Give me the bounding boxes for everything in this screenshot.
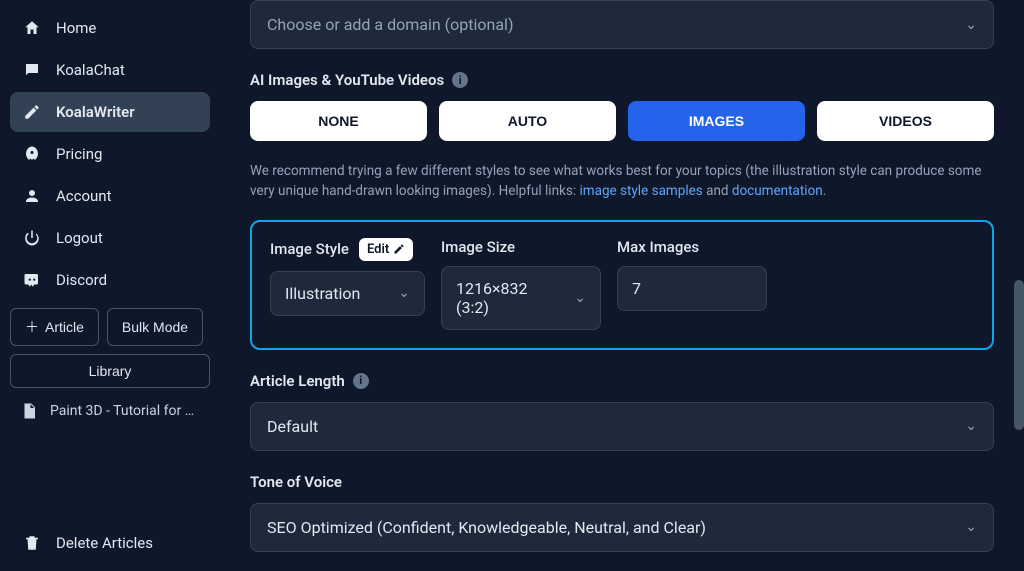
media-option-videos[interactable]: VIDEOS	[817, 101, 994, 141]
sidebar: Home KoalaChat KoalaWriter Pricing Accou…	[0, 0, 220, 571]
media-option-none[interactable]: NONE	[250, 101, 427, 141]
article-length-label-row: Article Length i	[250, 372, 994, 390]
pencil-icon	[393, 243, 405, 255]
image-style-select[interactable]: Illustration ⌄	[270, 271, 425, 316]
library-button[interactable]: Library	[10, 354, 210, 388]
nav-koalachat[interactable]: KoalaChat	[10, 50, 210, 90]
max-images-input[interactable]: 7	[617, 266, 767, 311]
max-images-label: Max Images	[617, 238, 699, 256]
article-length-value: Default	[267, 417, 318, 436]
nav-koalawriter[interactable]: KoalaWriter	[10, 92, 210, 132]
sidebar-button-group: ＋ Article Bulk Mode	[10, 308, 210, 346]
link-image-style-samples[interactable]: image style samples	[579, 183, 702, 199]
domain-select[interactable]: Choose or add a domain (optional) ⌄	[250, 0, 994, 49]
chevron-down-icon: ⌄	[965, 418, 977, 434]
new-article-button[interactable]: ＋ Article	[10, 308, 99, 346]
document-icon	[20, 402, 38, 420]
media-option-auto[interactable]: AUTO	[439, 101, 616, 141]
article-length-label: Article Length	[250, 372, 345, 390]
edit-style-button[interactable]: Edit	[359, 238, 413, 261]
nav-pricing[interactable]: Pricing	[10, 134, 210, 174]
chevron-down-icon: ⌄	[398, 285, 410, 301]
nav-label: Logout	[56, 229, 103, 247]
image-options-panel: Image Style Edit Illustration ⌄ Image Si…	[250, 220, 994, 350]
article-length-select[interactable]: Default ⌄	[250, 402, 994, 451]
user-icon	[22, 186, 42, 206]
discord-icon	[22, 270, 42, 290]
trash-icon	[22, 533, 42, 553]
media-heading: AI Images & YouTube Videos	[250, 71, 444, 89]
tone-select[interactable]: SEO Optimized (Confident, Knowledgeable,…	[250, 503, 994, 552]
btn-label: Library	[89, 363, 132, 379]
image-style-label: Image Style	[270, 240, 349, 258]
delete-articles-button[interactable]: Delete Articles	[10, 523, 210, 563]
chevron-down-icon: ⌄	[574, 290, 586, 306]
chat-icon	[22, 60, 42, 80]
scrollbar-thumb[interactable]	[1014, 280, 1024, 430]
recent-doc-label: Paint 3D - Tutorial for Be…	[50, 403, 200, 419]
bulk-mode-button[interactable]: Bulk Mode	[107, 308, 203, 346]
max-images-value: 7	[632, 279, 641, 298]
nav-home[interactable]: Home	[10, 8, 210, 48]
power-icon	[22, 228, 42, 248]
tone-value: SEO Optimized (Confident, Knowledgeable,…	[267, 518, 706, 537]
plus-icon: ＋	[25, 317, 39, 337]
info-icon[interactable]: i	[353, 373, 369, 389]
nav-label: KoalaChat	[56, 61, 125, 79]
nav-account[interactable]: Account	[10, 176, 210, 216]
helper-dot: .	[823, 183, 827, 199]
nav-label: Account	[56, 187, 112, 205]
info-icon[interactable]: i	[452, 72, 468, 88]
delete-label: Delete Articles	[56, 534, 153, 552]
nav-label: Home	[56, 19, 96, 37]
domain-placeholder: Choose or add a domain (optional)	[267, 15, 514, 34]
image-style-label-row: Image Style Edit	[270, 238, 425, 261]
image-size-select[interactable]: 1216×832 (3:2) ⌄	[441, 266, 601, 330]
home-icon	[22, 18, 42, 38]
btn-label: Article	[45, 319, 84, 335]
tone-label: Tone of Voice	[250, 473, 342, 491]
image-style-value: Illustration	[285, 284, 360, 303]
nav-label: Pricing	[56, 145, 102, 163]
image-size-value: 1216×832 (3:2)	[456, 279, 554, 317]
chevron-down-icon: ⌄	[965, 17, 977, 33]
nav-label: Discord	[56, 271, 107, 289]
edit-label: Edit	[367, 242, 389, 257]
helper-and: and	[703, 183, 732, 199]
media-heading-row: AI Images & YouTube Videos i	[250, 71, 994, 89]
main-content: Choose or add a domain (optional) ⌄ AI I…	[220, 0, 1024, 571]
rocket-icon	[22, 144, 42, 164]
link-documentation[interactable]: documentation	[732, 183, 823, 199]
image-size-label: Image Size	[441, 238, 515, 256]
media-helper-text: We recommend trying a few different styl…	[250, 161, 994, 202]
nav-logout[interactable]: Logout	[10, 218, 210, 258]
media-option-images[interactable]: IMAGES	[628, 101, 805, 141]
tone-label-row: Tone of Voice	[250, 473, 994, 491]
media-segmented-control: NONE AUTO IMAGES VIDEOS	[250, 101, 994, 141]
btn-label: Bulk Mode	[122, 319, 188, 335]
recent-doc-item[interactable]: Paint 3D - Tutorial for Be…	[10, 394, 210, 428]
pencil-icon	[22, 102, 42, 122]
nav-label: KoalaWriter	[56, 103, 135, 121]
chevron-down-icon: ⌄	[965, 519, 977, 535]
nav-discord[interactable]: Discord	[10, 260, 210, 300]
